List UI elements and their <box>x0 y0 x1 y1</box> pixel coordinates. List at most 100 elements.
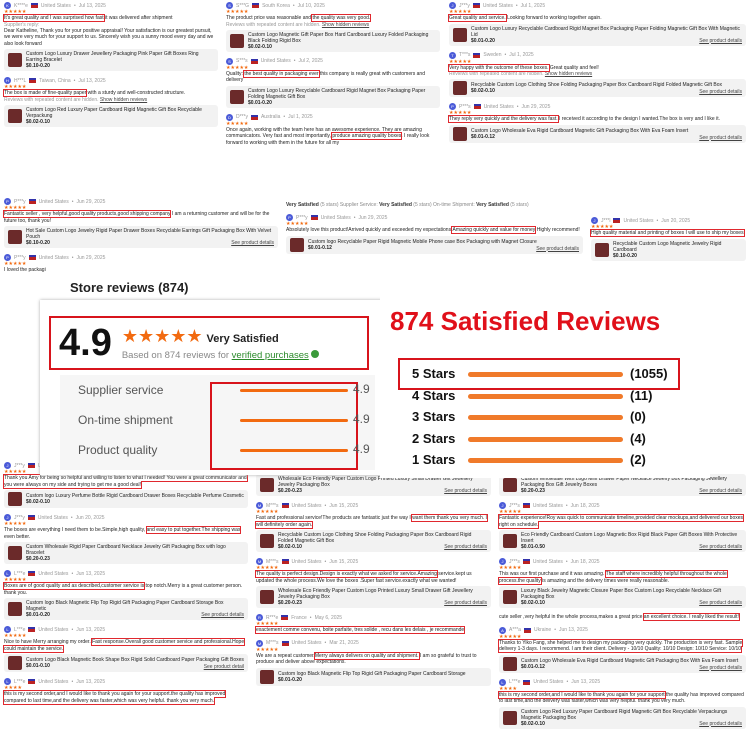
reviewer-country: Australia <box>260 114 281 120</box>
product-card[interactable]: Recyclable Custom Logo Clothing Shoe Fol… <box>449 79 746 97</box>
see-product-details-link[interactable]: See product details <box>699 488 742 494</box>
review-text: exactement comme convenu, boite parfaite… <box>254 626 491 634</box>
review-text: cute seller ,very helpful in the whole p… <box>499 613 746 621</box>
avatar: S <box>226 57 233 65</box>
product-name: Recyclable Custom Logo Magnetic Jewelry … <box>613 240 722 253</box>
product-card[interactable]: Luxury Black Jewelry Magnetic Closure Pa… <box>499 586 746 608</box>
show-hidden-reviews-link[interactable]: Show hidden reviews <box>99 96 148 103</box>
verified-purchases-link[interactable]: verified purchases <box>231 349 309 361</box>
product-thumbnail <box>453 81 467 95</box>
avatar: J <box>591 217 598 224</box>
product-card[interactable]: Custom Wholesale Rigid Paper Cardboard N… <box>4 542 248 564</box>
product-info: Custom Logo Magnetic Gift Paper Box Hard… <box>248 32 436 50</box>
review-text: Absolutely love this product!Arrived qui… <box>286 226 583 234</box>
product-card[interactable]: Recyclable Custom Logo Magnetic Jewelry … <box>591 238 746 261</box>
review-item: L L***e United States • Jun 13, 2025 ★★★★ this… <box>2 678 248 705</box>
review-text-plain: The product price was reasonable and <box>226 15 313 21</box>
product-name: Luxury Black Jewelry Magnetic Closure Pa… <box>521 588 722 600</box>
product-card[interactable]: Wholesale Eco Friendly Paper Custom Logo… <box>256 474 491 496</box>
product-card[interactable]: Custom logo Black Magnetic Flip Top Rigi… <box>256 667 491 686</box>
product-card[interactable]: Custom Logo Luxury Drawer Jewellery Pack… <box>4 49 218 71</box>
review-item: P P***s United States • Jun 29, 2025 ★★★★★ The… <box>448 103 746 143</box>
review-item: J J***s United States • Jun 18, 2025 ★★★★★ Fan… <box>497 502 746 552</box>
review-date: Jun 18, 2025 <box>570 558 600 565</box>
product-card[interactable]: Custom logo Black Magnetic Flip Top Rigi… <box>4 598 248 620</box>
product-card[interactable]: Custom Logo Black Magnetic Book Shape Bo… <box>4 654 248 672</box>
country-flag-icon <box>27 463 35 468</box>
show-hidden-reviews-link[interactable]: Show hidden reviews <box>544 71 593 77</box>
product-card[interactable]: Hot Sale Custom Logo Jewelry Rigid Paper… <box>4 226 278 248</box>
review-item: M M***s United States • Jun 15, 2025 ★★★★★ The… <box>255 558 491 608</box>
star-level-label: 4 Stars <box>412 387 456 403</box>
review-text: Great quality and service. Looking forwa… <box>448 14 746 22</box>
see-product-details-link[interactable]: See product details <box>699 134 742 141</box>
product-card[interactable]: Custom Logo Luxury Recyclable Cardboard … <box>449 23 746 46</box>
product-card[interactable]: Custom Logo Wholesale Eva Rigid Cardboar… <box>499 654 746 673</box>
show-hidden-reviews-link[interactable]: Show hidden reviews <box>321 21 370 28</box>
review-date: Jun 29, 2025 <box>76 254 106 261</box>
country-flag-icon <box>29 78 37 83</box>
product-card[interactable]: Custom Wholesale With Logo Mini Drawer P… <box>499 474 746 496</box>
see-product-details-link[interactable]: See product details <box>536 245 579 252</box>
product-card[interactable]: Custom logo Luxury Perfume Bottle Rigid … <box>4 490 248 508</box>
review-highlight: Merry always delivers on quality and shi… <box>313 651 420 660</box>
review-text-plain: I received it according to the design I … <box>557 116 720 122</box>
product-card[interactable]: Custom Logo Wholesale Eva Rigid Cardboar… <box>449 124 746 143</box>
see-product-details-link[interactable]: See product details <box>231 240 274 246</box>
hidden-reviews-note: Reviews with repeated content are hidden… <box>449 71 746 77</box>
product-info: Custom Logo Luxury Drawer Jewellery Pack… <box>26 51 214 69</box>
product-thumbnail <box>260 478 274 492</box>
product-card[interactable]: Custom Logo Red Luxury Paper Cardboard R… <box>4 104 218 127</box>
product-price: $0.10-0.20 <box>26 63 50 69</box>
review-text: Nice to have Merry arranging my order. F… <box>2 638 248 653</box>
review-highlight: and easy to put together.The shipping wa… <box>145 526 242 534</box>
rating-overall_n: (5 stars) <box>320 202 339 208</box>
see-product-details-link[interactable]: See product details <box>699 37 742 44</box>
product-price: $0.20-0.23 <box>278 600 302 606</box>
reviewer-country: United States <box>37 514 68 521</box>
product-card[interactable]: Eco Friendly Cardboard Custom Logo Magne… <box>499 530 746 552</box>
star-rating-icon: ★★★★★ <box>4 9 27 15</box>
review-meta: S S***G South Korea • Jul 10, 2025 <box>226 2 440 9</box>
product-card[interactable]: Custom Logo Luxury Recyclable Cardboard … <box>226 85 440 108</box>
reviewer-name: H***L <box>14 77 27 84</box>
avatar: M <box>256 558 263 565</box>
see-product-details-link[interactable]: See product details <box>201 612 244 618</box>
star-rating-icon: ★★★★★ <box>499 509 522 515</box>
review-text-plain: it was delivered after shipment <box>103 15 173 21</box>
review-text: Boxes are of good quality and as describ… <box>2 582 248 596</box>
review-item: M M***s United States • Mar 21, 2025 ★★★★★ We … <box>256 639 491 686</box>
review-highlight: exactement comme convenu, boite parfaite… <box>254 626 466 634</box>
country-flag-icon <box>473 104 481 109</box>
product-card[interactable]: Custom Logo Magnetic Gift Paper Box Hard… <box>226 29 440 52</box>
star-level-bar <box>468 393 623 399</box>
country-flag-icon <box>28 627 36 632</box>
product-info: Custom logo Recyclable Paper Rigid Magne… <box>308 239 537 251</box>
see-product-details-link[interactable]: See product details <box>444 600 487 606</box>
see-product-details-link[interactable]: See product details <box>699 544 742 550</box>
product-card[interactable]: Custom Logo Red Luxury Paper Cardboard R… <box>499 706 746 729</box>
see-product-details-link[interactable]: See product details <box>699 89 742 95</box>
review-text-plain: is amazing and the delivery times were r… <box>540 577 670 584</box>
sub-rating-value: 4.9 <box>353 442 370 456</box>
review-panel: S S***G South Korea • Jul 10, 2025 ★★★★★ The p… <box>222 0 444 196</box>
star-level-bar <box>468 436 623 442</box>
see-product-details-link[interactable]: See product details <box>699 664 742 671</box>
see-product-details-link[interactable]: See product details <box>699 720 742 727</box>
satisfaction-label: Very Satisfied <box>206 332 279 345</box>
see-product-details-link[interactable]: See product detail <box>203 664 244 670</box>
review-meta: M M***s United States • Jun 15, 2025 <box>256 502 359 509</box>
review-meta: L L***e United States • Jun 13, 2025 <box>4 678 248 685</box>
star-level-label: 2 Stars <box>412 430 456 446</box>
product-price: $0.10-0.20 <box>613 252 637 259</box>
product-card[interactable]: Wholesale Eco Friendly Paper Custom Logo… <box>256 586 491 608</box>
product-card[interactable]: Custom logo Recyclable Paper Rigid Magne… <box>286 235 583 254</box>
reviewer-country: Taiwan, China <box>39 77 71 84</box>
see-product-details-link[interactable]: See product details <box>444 544 487 550</box>
star-rating-icon: ★★★★★ <box>4 205 27 211</box>
verified-badge-icon <box>310 349 319 358</box>
product-card[interactable]: Recyclable Custom Logo Clothing Shoe Fol… <box>256 530 491 552</box>
see-product-details-link[interactable]: See product details <box>444 488 487 494</box>
review-highlight: this is my second order,and I would like… <box>2 690 227 705</box>
see-product-details-link[interactable]: See product details <box>699 600 742 606</box>
